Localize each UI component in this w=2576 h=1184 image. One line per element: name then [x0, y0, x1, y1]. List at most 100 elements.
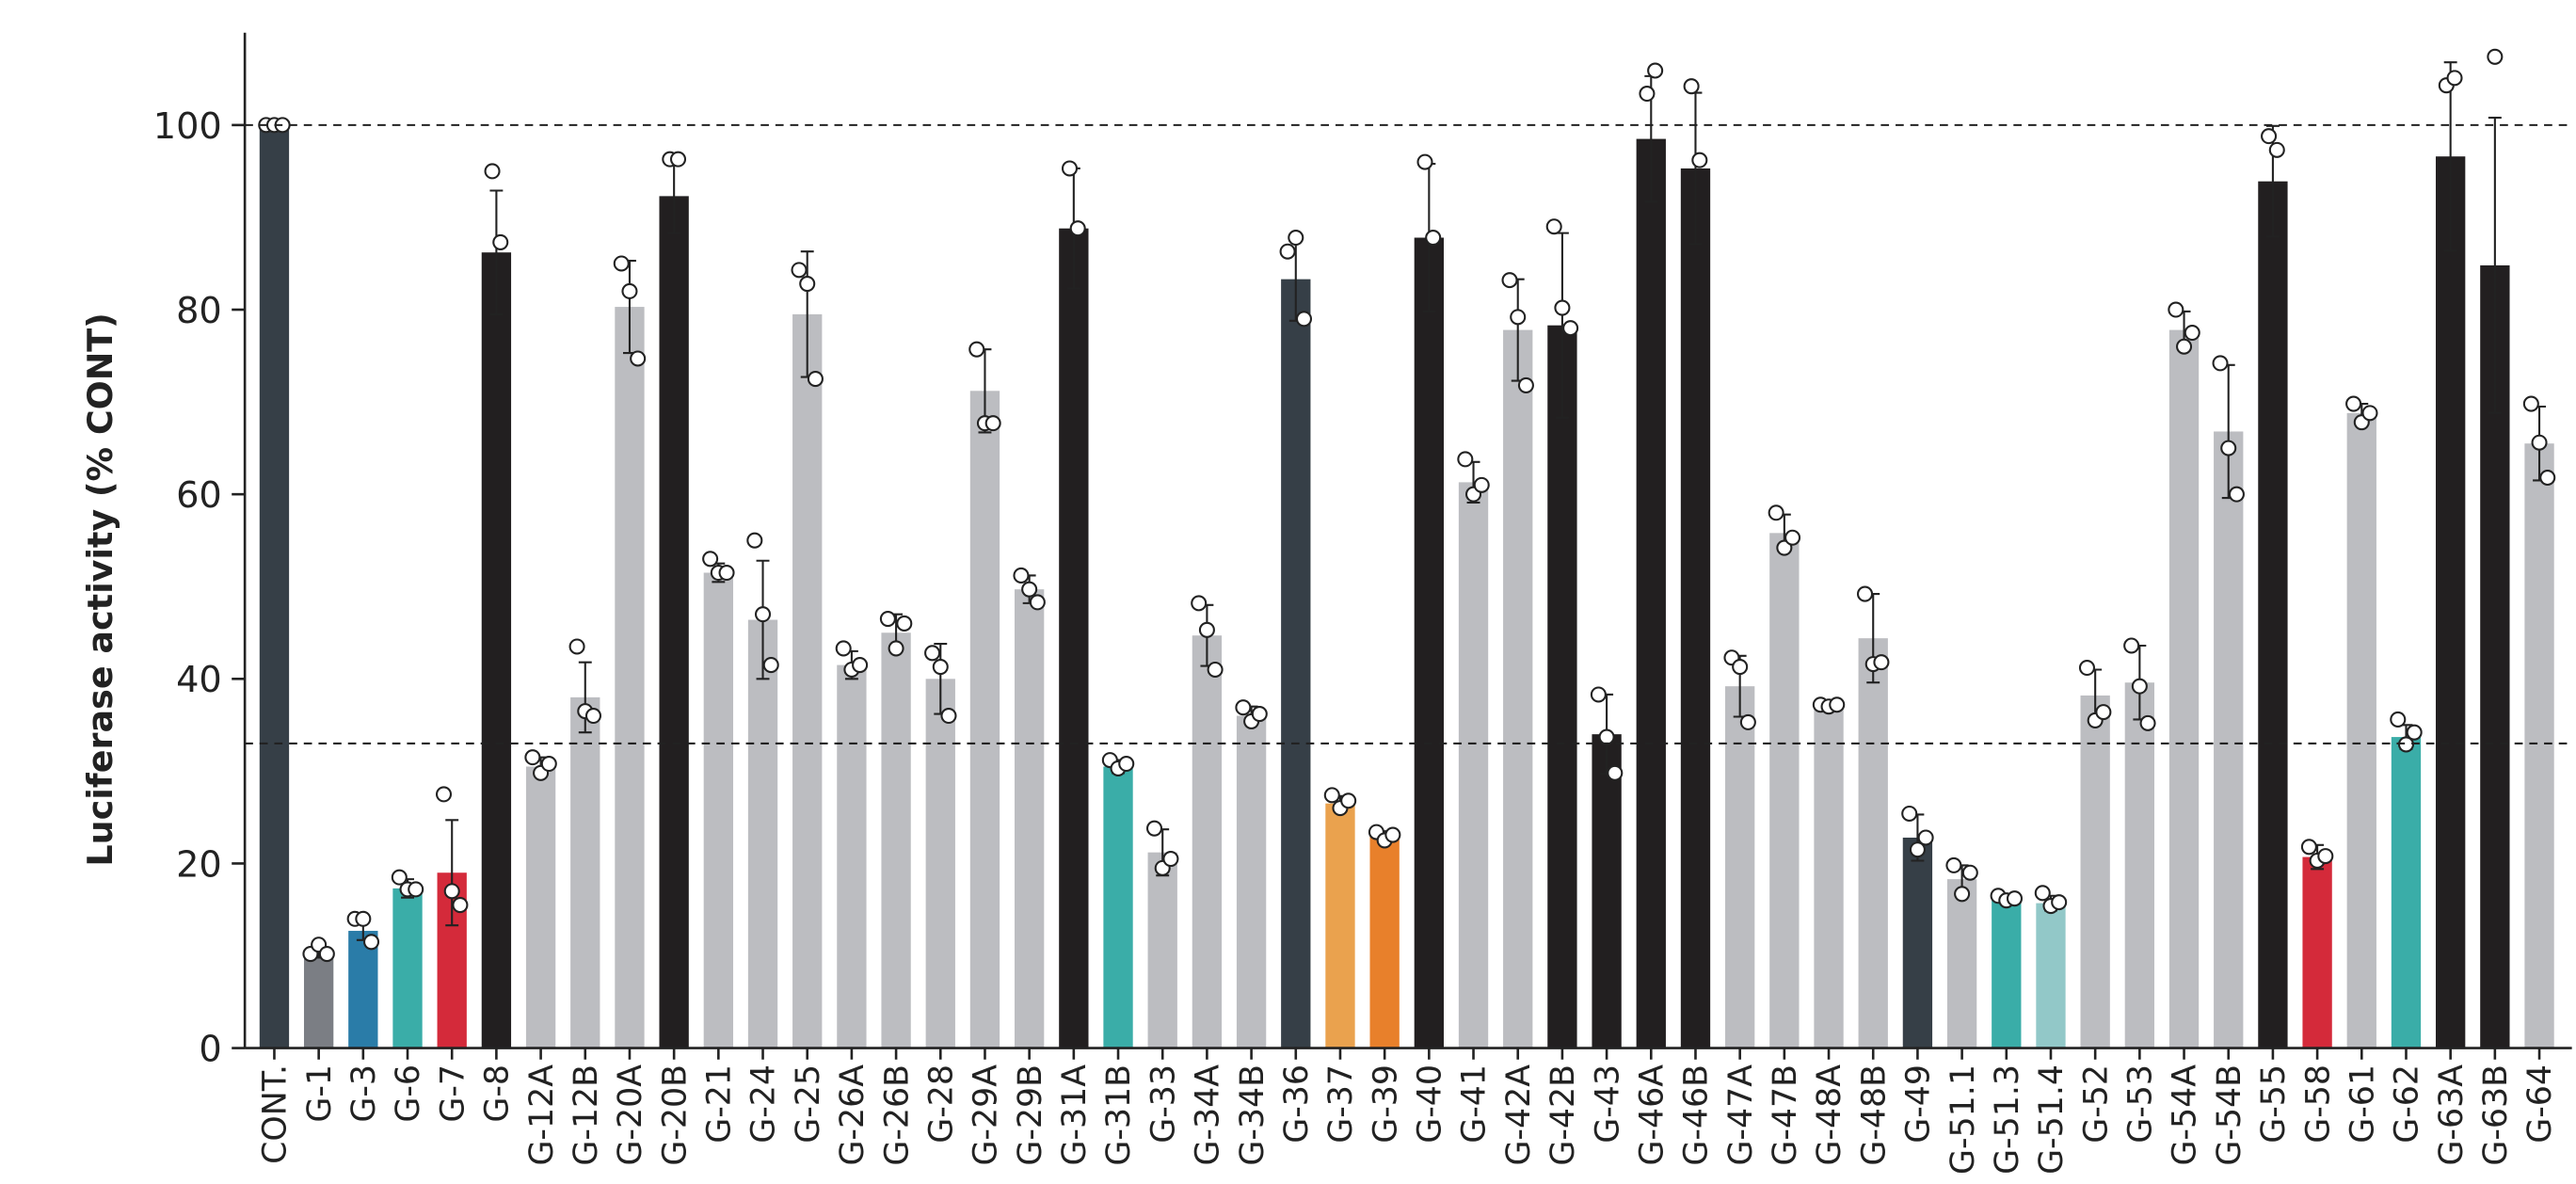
- x-tick-label: G-51.4: [2033, 1064, 2071, 1175]
- bar: [259, 124, 290, 1048]
- data-point: [932, 659, 949, 676]
- data-point: [540, 755, 557, 773]
- x-tick-label: G-34B: [1234, 1064, 1272, 1166]
- x-tick-label: G-7: [434, 1064, 472, 1123]
- bar: [615, 307, 645, 1048]
- data-point: [940, 708, 957, 725]
- plot-area: 0 20 40 60 80 100 CONT. G-1 G-3 G-6 G-7 G-8 G-12A G-1…: [153, 32, 2572, 1175]
- x-tick-label: G-62: [2389, 1064, 2426, 1144]
- bar: [2524, 443, 2554, 1048]
- data-point: [1917, 829, 1934, 846]
- data-point: [888, 640, 904, 657]
- data-point: [1295, 311, 1313, 328]
- bar: [1858, 638, 1888, 1048]
- data-point: [1340, 792, 1357, 809]
- data-point: [1647, 62, 1664, 79]
- bar: [747, 619, 778, 1048]
- x-tick-label: G-12B: [568, 1064, 605, 1166]
- data-point: [391, 869, 408, 886]
- x-tick-label: CONT.: [257, 1064, 295, 1164]
- data-point: [1162, 851, 1179, 868]
- data-point: [2095, 704, 2112, 721]
- x-tick-label: G-48A: [1811, 1064, 1848, 1166]
- data-point: [1323, 787, 1340, 804]
- x-tick-label: G-6: [390, 1064, 427, 1123]
- data-point: [1691, 152, 1708, 168]
- data-point: [2034, 885, 2051, 902]
- bar: [2080, 695, 2110, 1048]
- data-point: [2345, 395, 2362, 412]
- data-point: [2446, 70, 2463, 87]
- x-tick-label: G-34A: [1190, 1064, 1227, 1166]
- data-point: [1288, 229, 1304, 247]
- x-tick-label: G-29A: [968, 1064, 1005, 1166]
- data-point: [1029, 594, 1046, 611]
- bar: [1725, 686, 1755, 1048]
- data-point: [1118, 755, 1135, 773]
- data-point: [807, 371, 824, 388]
- x-tick-label: G-24: [745, 1064, 783, 1144]
- data-point: [2361, 405, 2378, 422]
- data-point: [1198, 621, 1215, 638]
- x-tick-label: G-20A: [612, 1064, 649, 1166]
- data-point: [1607, 764, 1624, 781]
- data-point: [1739, 713, 1756, 730]
- data-point: [1901, 805, 1918, 823]
- bar: [2258, 181, 2288, 1048]
- x-tick-label: G-28: [922, 1064, 960, 1144]
- data-point: [1145, 820, 1163, 837]
- bar: [1547, 325, 1577, 1048]
- data-point: [2317, 848, 2334, 865]
- bar: [1236, 715, 1267, 1048]
- data-point: [2184, 325, 2200, 342]
- data-point: [1857, 585, 1874, 602]
- x-tick-label: G-25: [790, 1064, 827, 1144]
- x-tick-label: G-52: [2077, 1064, 2115, 1144]
- bar: [837, 664, 867, 1048]
- data-point: [1639, 86, 1656, 103]
- data-point: [835, 640, 852, 657]
- data-point: [1829, 696, 1846, 713]
- data-point: [2131, 678, 2148, 695]
- data-point: [1732, 659, 1749, 676]
- x-tick-label: G-31A: [1056, 1064, 1094, 1166]
- data-point: [1251, 706, 1268, 723]
- x-tick-label: G-51.1: [1944, 1064, 1982, 1175]
- x-tick-label: G-47B: [1767, 1064, 1804, 1166]
- x-tick-label: G-36: [1278, 1064, 1316, 1144]
- data-point: [1191, 595, 1208, 612]
- data-point: [2220, 440, 2237, 456]
- data-point: [2531, 434, 2548, 451]
- data-point: [452, 897, 469, 914]
- x-tick-label: G-49: [1900, 1064, 1938, 1144]
- error-bar: [2488, 116, 2502, 414]
- bar: [1458, 482, 1489, 1048]
- y-tick-label: 100: [153, 105, 222, 148]
- data-point: [2300, 839, 2317, 856]
- x-tick-label: G-53: [2122, 1064, 2160, 1144]
- x-tick-label: G-8: [479, 1064, 517, 1123]
- bar: [1503, 329, 1533, 1048]
- data-point: [852, 657, 869, 674]
- data-point: [621, 282, 638, 299]
- data-point: [355, 910, 372, 927]
- data-point: [1279, 243, 1296, 260]
- data-point: [524, 749, 541, 766]
- data-point: [1517, 376, 1534, 393]
- error-bar: [489, 189, 504, 315]
- bar: [969, 391, 1000, 1048]
- data-point: [1207, 661, 1224, 679]
- data-point: [718, 564, 735, 582]
- x-tick-label: G-63B: [2477, 1064, 2515, 1166]
- data-point: [1501, 272, 1518, 289]
- bar: [303, 952, 334, 1048]
- bar: [1769, 533, 1800, 1048]
- y-tick-label: 80: [176, 290, 222, 332]
- data-point: [1061, 160, 1079, 177]
- data-point: [1384, 826, 1401, 843]
- y-tick-label: 40: [176, 659, 222, 701]
- data-point: [1784, 529, 1801, 546]
- bar: [925, 679, 955, 1048]
- error-bar: [2443, 61, 2457, 252]
- bar: [792, 313, 823, 1048]
